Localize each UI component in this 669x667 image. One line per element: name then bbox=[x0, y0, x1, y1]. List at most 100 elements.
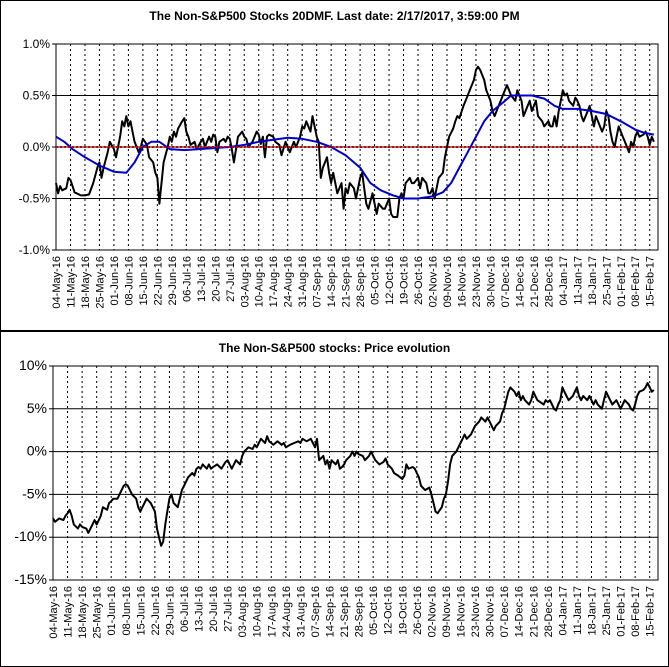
x-tick-label: 15-Jun-16 bbox=[135, 586, 147, 636]
x-tick-label: 06-Jul-16 bbox=[179, 586, 191, 632]
chart-top-svg: 04-May-16 11-May-16 18-May-16 25-May-16 01-J… bbox=[19, 37, 659, 309]
y-tick-label: 0% bbox=[27, 443, 47, 459]
x-tick-label: 07-Sep-16 bbox=[310, 586, 322, 637]
x-tick-label: 28-Sep-16 bbox=[355, 256, 367, 307]
series-line-1 bbox=[55, 94, 655, 200]
x-tick-label: 11-May-16 bbox=[65, 256, 77, 308]
x-tick-label: 16-Nov-16 bbox=[456, 256, 468, 307]
y-tick-label: 5% bbox=[27, 400, 47, 416]
x-tick-label: 25-May-16 bbox=[94, 256, 106, 309]
x-tick-label: 15-Feb-17 bbox=[645, 256, 657, 307]
x-tick-label: 25-Jan-17 bbox=[601, 256, 613, 306]
x-tick-label: 14-Dec-16 bbox=[514, 256, 526, 307]
x-tick-label: 07-Dec-16 bbox=[499, 586, 511, 637]
x-tick-label: 25-May-16 bbox=[92, 586, 104, 639]
x-tick-label: 15-Feb-17 bbox=[645, 586, 657, 637]
x-tick-label: 23-Nov-16 bbox=[471, 256, 483, 307]
x-tick-label: 17-Aug-16 bbox=[266, 586, 278, 637]
x-tick-label: 20-Jul-16 bbox=[208, 586, 220, 632]
x-tick-label: 13-Jul-16 bbox=[194, 586, 206, 632]
y-tick-label: 0.0% bbox=[23, 140, 51, 154]
x-tick-label: 08-Feb-17 bbox=[630, 256, 642, 307]
x-tick-label: 27-Jul-16 bbox=[225, 256, 237, 302]
x-tick-label: 20-Jul-16 bbox=[210, 256, 222, 302]
x-tick-label: 04-Jan-17 bbox=[557, 586, 569, 636]
x-tick-label: 03-Aug-16 bbox=[237, 586, 249, 637]
chart-panel-bottom: The Non-S&P500 stocks: Price evolution 0… bbox=[0, 331, 669, 667]
x-tick-label: 07-Sep-16 bbox=[312, 256, 324, 307]
x-tick-label: 16-Nov-16 bbox=[455, 586, 467, 637]
x-tick-label: 13-Jul-16 bbox=[196, 256, 208, 302]
x-tick-label: 02-Nov-16 bbox=[426, 586, 438, 637]
plot-area-frame bbox=[52, 365, 659, 581]
x-tick-label: 21-Sep-16 bbox=[339, 586, 351, 637]
x-tick-label: 10-Aug-16 bbox=[254, 256, 266, 307]
x-tick-label: 08-Jun-16 bbox=[121, 586, 133, 636]
y-tick-label: -15% bbox=[14, 571, 47, 587]
y-tick-label: -5% bbox=[22, 485, 47, 501]
x-tick-label: 01-Jun-16 bbox=[109, 256, 121, 306]
x-tick-label: 11-Jan-17 bbox=[572, 256, 584, 305]
x-tick-label: 28-Dec-16 bbox=[543, 586, 555, 637]
x-tick-label: 26-Oct-16 bbox=[412, 586, 424, 635]
x-tick-label: 18-May-16 bbox=[77, 586, 89, 639]
x-tick-label: 05-Oct-16 bbox=[370, 256, 382, 305]
series-line-0 bbox=[52, 382, 655, 547]
x-tick-label: 04-May-16 bbox=[51, 256, 63, 309]
x-tick-label: 06-Jul-16 bbox=[181, 256, 193, 302]
y-tick-label: -1.0% bbox=[19, 243, 51, 257]
x-tick-label: 24-Aug-16 bbox=[283, 256, 295, 307]
x-tick-label: 14-Dec-16 bbox=[514, 586, 526, 637]
x-tick-label: 09-Nov-16 bbox=[442, 256, 454, 307]
y-tick-label: 0.5% bbox=[23, 89, 51, 103]
chart-panel-top: The Non-S&P500 Stocks 20DMF. Last date: … bbox=[0, 0, 669, 331]
series-line-0 bbox=[55, 65, 655, 218]
x-tick-label: 22-Jun-16 bbox=[152, 256, 164, 306]
x-tick-label: 18-Jan-17 bbox=[586, 586, 598, 636]
x-tick-label: 04-Jan-17 bbox=[558, 256, 570, 306]
x-tick-label: 28-Sep-16 bbox=[354, 586, 366, 637]
x-tick-label: 24-Aug-16 bbox=[281, 586, 293, 637]
x-tick-label: 12-Oct-16 bbox=[383, 586, 395, 635]
chart-bottom-svg: 04-May-16 11-May-16 18-May-16 25-May-16 01-J… bbox=[14, 357, 659, 639]
x-tick-label: 30-Nov-16 bbox=[485, 586, 497, 637]
x-tick-label: 31-Aug-16 bbox=[297, 256, 309, 307]
x-tick-label: 23-Nov-16 bbox=[470, 586, 482, 637]
x-tick-label: 31-Aug-16 bbox=[295, 586, 307, 637]
x-tick-label: 03-Aug-16 bbox=[239, 256, 251, 307]
x-tick-label: 14-Sep-16 bbox=[326, 256, 338, 307]
x-tick-label: 14-Sep-16 bbox=[325, 586, 337, 637]
x-tick-label: 17-Aug-16 bbox=[268, 256, 280, 307]
x-tick-label: 21-Sep-16 bbox=[341, 256, 353, 307]
x-tick-label: 15-Jun-16 bbox=[138, 256, 150, 306]
x-tick-label: 21-Dec-16 bbox=[528, 586, 540, 637]
x-tick-label: 09-Nov-16 bbox=[441, 586, 453, 637]
y-tick-label: 10% bbox=[19, 357, 47, 373]
x-tick-label: 11-May-16 bbox=[63, 586, 75, 638]
x-tick-label: 19-Oct-16 bbox=[399, 256, 411, 305]
x-tick-label: 18-Jan-17 bbox=[587, 256, 599, 306]
chart-title-top: The Non-S&P500 Stocks 20DMF. Last date: … bbox=[149, 9, 520, 23]
x-tick-label: 04-May-16 bbox=[48, 586, 60, 639]
x-tick-label: 28-Dec-16 bbox=[543, 256, 555, 307]
x-tick-label: 30-Nov-16 bbox=[485, 256, 497, 307]
chart-title-bottom: The Non-S&P500 stocks: Price evolution bbox=[218, 341, 451, 355]
x-tick-label: 26-Oct-16 bbox=[413, 256, 425, 305]
x-tick-label: 19-Oct-16 bbox=[397, 586, 409, 635]
x-tick-label: 01-Jun-16 bbox=[106, 586, 118, 636]
x-tick-label: 21-Dec-16 bbox=[529, 256, 541, 307]
x-tick-label: 08-Jun-16 bbox=[123, 256, 135, 306]
x-tick-label: 01-Feb-17 bbox=[616, 256, 628, 307]
x-tick-label: 10-Aug-16 bbox=[252, 586, 264, 637]
x-tick-label: 27-Jul-16 bbox=[223, 586, 235, 632]
x-tick-label: 29-Jun-16 bbox=[167, 256, 179, 306]
x-tick-label: 01-Feb-17 bbox=[616, 586, 628, 637]
x-tick-label: 22-Jun-16 bbox=[150, 586, 162, 636]
x-tick-label: 02-Nov-16 bbox=[428, 256, 440, 307]
x-tick-label: 08-Feb-17 bbox=[630, 586, 642, 637]
x-tick-label: 25-Jan-17 bbox=[601, 586, 613, 636]
x-tick-label: 11-Jan-17 bbox=[572, 586, 584, 635]
x-tick-label: 05-Oct-16 bbox=[368, 586, 380, 635]
x-tick-label: 12-Oct-16 bbox=[384, 256, 396, 305]
x-tick-label: 18-May-16 bbox=[80, 256, 92, 309]
